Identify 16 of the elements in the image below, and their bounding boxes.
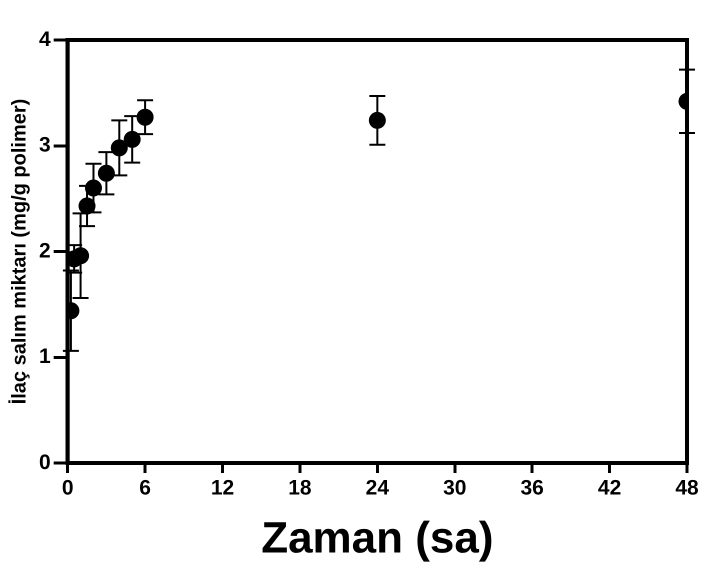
- y-tick-label: 2: [38, 239, 51, 262]
- x-tick-label: 24: [366, 476, 390, 500]
- x-tick-label: 18: [288, 476, 312, 500]
- x-tick-label: 42: [598, 476, 622, 500]
- y-axis-title: İlaç salım miktarı (mg/g polimer): [8, 98, 31, 404]
- x-tick-label: 30: [443, 476, 466, 500]
- y-tick-label: 1: [38, 345, 51, 368]
- x-tick-label: 6: [139, 476, 151, 500]
- y-tick-label: 0: [38, 450, 51, 474]
- x-tick-label: 48: [675, 476, 699, 500]
- x-tick-label: 36: [520, 476, 544, 500]
- x-tick-label: 12: [210, 476, 234, 500]
- x-axis-title: Zaman (sa): [261, 514, 494, 563]
- y-tick-label: 4: [38, 28, 51, 51]
- x-tick-label: 0: [62, 476, 74, 500]
- y-tick-label: 3: [38, 134, 51, 157]
